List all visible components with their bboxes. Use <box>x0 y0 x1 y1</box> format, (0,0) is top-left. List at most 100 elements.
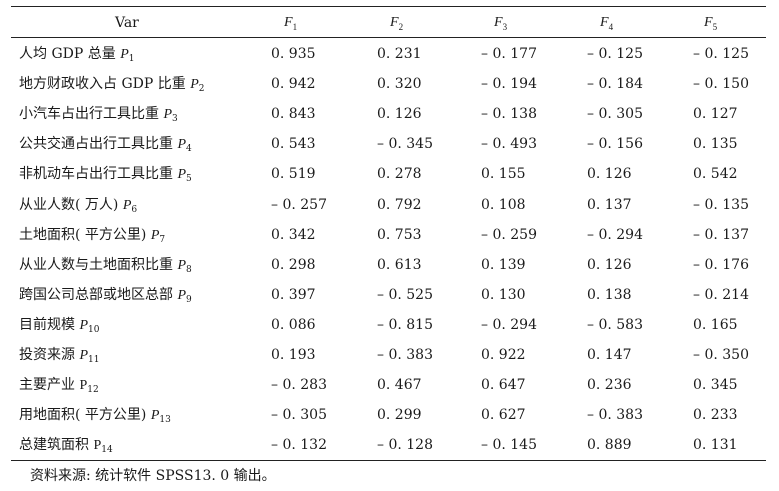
cell-f4: 0. 147 <box>587 347 632 363</box>
cell-f5: – 0. 176 <box>693 256 749 273</box>
cell-f5: 0. 345 <box>693 377 738 394</box>
cell-f3: – 0. 294 <box>481 316 537 333</box>
cell-f3: – 0. 493 <box>481 136 537 153</box>
table-row: 从业人数( 万人) P6 – 0. 257 0. 792 0. 108 0. 137 – … <box>11 190 766 220</box>
cell-f1: 0. 935 <box>271 46 316 62</box>
cell-f3: – 0. 259 <box>481 226 537 243</box>
cell-f2: 0. 278 <box>377 166 422 183</box>
cell-f4: – 0. 583 <box>587 316 643 333</box>
cell-f1: 0. 193 <box>271 347 316 363</box>
cell-f2: 0. 792 <box>377 196 422 213</box>
row-label: 跨国公司总部或地区总部 P9 <box>19 286 192 305</box>
header-f1: F1 <box>284 15 298 32</box>
cell-f2: 0. 126 <box>377 106 422 123</box>
cell-f4: 0. 236 <box>587 377 632 394</box>
table-row: 用地面积( 平方公里) P13 – 0. 305 0. 299 0. 627 – 0. … <box>11 400 766 430</box>
header-var: Var <box>115 15 139 31</box>
row-label: 目前规模 P10 <box>19 316 100 335</box>
cell-f2: 0. 613 <box>377 256 422 273</box>
row-label: 土地面积( 平方公里) P7 <box>19 226 166 245</box>
cell-f1: 0. 298 <box>271 256 316 273</box>
header-f2: F2 <box>390 15 404 32</box>
row-label: 用地面积( 平方公里) P13 <box>19 407 171 426</box>
cell-f2: 0. 753 <box>377 226 422 243</box>
cell-f4: 0. 126 <box>587 166 632 183</box>
cell-f2: 0. 231 <box>377 46 422 62</box>
cell-f3: – 0. 138 <box>481 106 537 123</box>
table-row: 目前规模 P10 0. 086 – 0. 815 – 0. 294 – 0. 583 0.… <box>11 310 766 340</box>
cell-f5: 0. 131 <box>693 437 738 454</box>
cell-f1: – 0. 257 <box>271 196 327 213</box>
table-row: 地方财政收入占 GDP 比重 P2 0. 942 0. 320 – 0. 194 – 0… <box>11 69 766 99</box>
top-rule <box>11 6 766 8</box>
cell-f2: 0. 320 <box>377 76 422 93</box>
cell-f5: – 0. 150 <box>693 76 749 93</box>
cell-f5: – 0. 214 <box>693 286 749 303</box>
cell-f3: 0. 139 <box>481 256 526 273</box>
cell-f3: – 0. 177 <box>481 46 537 62</box>
cell-f4: 0. 137 <box>587 196 632 213</box>
table-row: 小汽车占出行工具比重 P3 0. 843 0. 126 – 0. 138 – 0. 30… <box>11 99 766 129</box>
cell-f1: 0. 843 <box>271 106 316 123</box>
cell-f2: – 0. 525 <box>377 286 433 303</box>
cell-f4: – 0. 383 <box>587 407 643 424</box>
table-row: 总建筑面积 P14 – 0. 132 – 0. 128 – 0. 145 0. 889 0… <box>11 430 766 460</box>
cell-f4: – 0. 125 <box>587 46 643 62</box>
cell-f1: 0. 397 <box>271 286 316 303</box>
row-label: 公共交通占出行工具比重 P4 <box>19 136 192 155</box>
cell-f4: 0. 138 <box>587 286 632 303</box>
header-f4: F4 <box>600 15 614 32</box>
row-label: 小汽车占出行工具比重 P3 <box>19 106 178 125</box>
cell-f1: – 0. 283 <box>271 377 327 394</box>
table-row: 人均 GDP 总量 P1 0. 935 0. 231 – 0. 177 – 0. 125… <box>11 39 766 69</box>
cell-f3: – 0. 194 <box>481 76 537 93</box>
cell-f3: 0. 922 <box>481 347 526 363</box>
header-rule <box>11 37 766 38</box>
cell-f1: – 0. 132 <box>271 437 327 454</box>
cell-f1: 0. 942 <box>271 76 316 93</box>
cell-f2: 0. 467 <box>377 377 422 394</box>
cell-f4: – 0. 156 <box>587 136 643 153</box>
row-label: 投资来源 P11 <box>19 347 100 365</box>
row-label: 从业人数( 万人) P6 <box>19 196 138 215</box>
cell-f1: 0. 086 <box>271 316 316 333</box>
row-label: 主要产业 P12 <box>19 377 99 396</box>
cell-f1: 0. 519 <box>271 166 316 183</box>
row-label: 总建筑面积 P14 <box>19 437 113 456</box>
row-label: 地方财政收入占 GDP 比重 P2 <box>19 76 205 95</box>
cell-f5: – 0. 135 <box>693 196 749 213</box>
cell-f2: – 0. 815 <box>377 316 433 333</box>
cell-f3: – 0. 145 <box>481 437 537 454</box>
row-label: 非机动车占出行工具比重 P5 <box>19 166 192 185</box>
cell-f5: 0. 135 <box>693 136 738 153</box>
row-label: 人均 GDP 总量 P1 <box>19 46 135 64</box>
cell-f1: 0. 342 <box>271 226 316 243</box>
cell-f4: – 0. 305 <box>587 106 643 123</box>
cell-f1: 0. 543 <box>271 136 316 153</box>
header-f5: F5 <box>704 15 718 32</box>
cell-f5: 0. 542 <box>693 166 738 183</box>
cell-f5: – 0. 137 <box>693 226 749 243</box>
cell-f1: – 0. 305 <box>271 407 327 424</box>
cell-f3: 0. 627 <box>481 407 526 424</box>
cell-f2: 0. 299 <box>377 407 422 424</box>
table-row: 从业人数与土地面积比重 P8 0. 298 0. 613 0. 139 0. 126 – … <box>11 250 766 280</box>
table-row: 跨国公司总部或地区总部 P9 0. 397 – 0. 525 0. 130 0. 138… <box>11 280 766 310</box>
source-note: 资料来源: 统计软件 SPSS13. 0 输出。 <box>30 468 276 484</box>
cell-f2: – 0. 128 <box>377 437 433 454</box>
table-row: 公共交通占出行工具比重 P4 0. 543 – 0. 345 – 0. 493 – 0.… <box>11 129 766 159</box>
cell-f5: 0. 127 <box>693 106 738 123</box>
cell-f3: 0. 155 <box>481 166 526 183</box>
cell-f3: 0. 130 <box>481 286 526 303</box>
table-row: 土地面积( 平方公里) P7 0. 342 0. 753 – 0. 259 – 0. 2… <box>11 220 766 250</box>
cell-f4: 0. 126 <box>587 256 632 273</box>
table-row: 主要产业 P12 – 0. 283 0. 467 0. 647 0. 236 0. 345 <box>11 370 766 400</box>
header-f3: F3 <box>494 15 508 32</box>
table-row: 非机动车占出行工具比重 P5 0. 519 0. 278 0. 155 0. 126 0.… <box>11 159 766 189</box>
row-label: 从业人数与土地面积比重 P8 <box>19 256 192 275</box>
cell-f5: 0. 233 <box>693 407 738 424</box>
cell-f4: – 0. 184 <box>587 76 643 93</box>
cell-f2: – 0. 383 <box>377 347 433 363</box>
cell-f3: 0. 647 <box>481 377 526 394</box>
table-row: 投资来源 P11 0. 193 – 0. 383 0. 922 0. 147 – 0. 3… <box>11 340 766 370</box>
